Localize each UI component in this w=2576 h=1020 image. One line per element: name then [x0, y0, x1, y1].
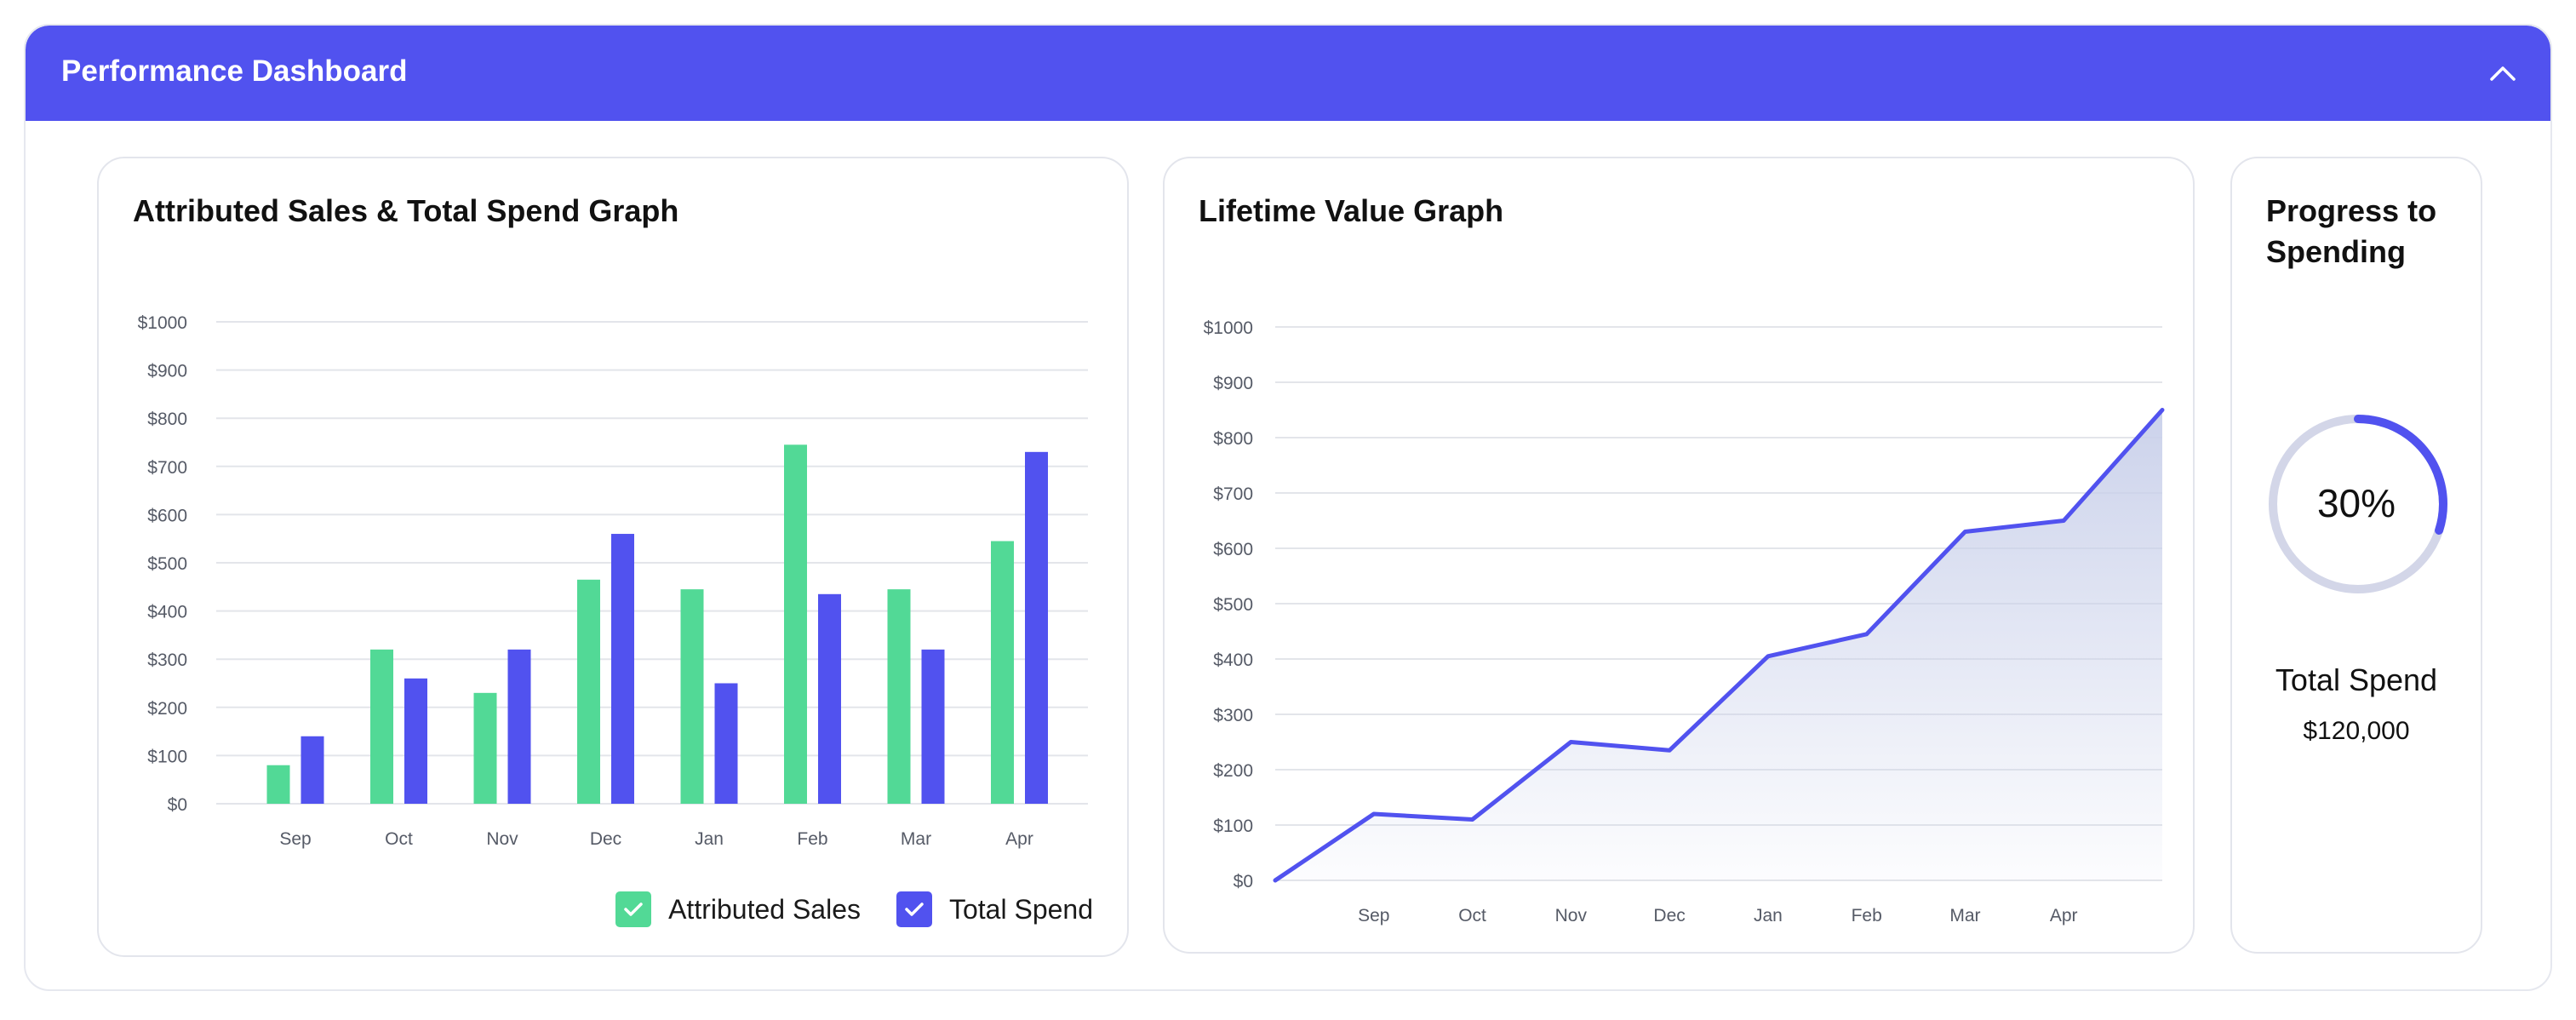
progress-card: Progress to Spending 30% Total Spend $12… — [2230, 157, 2482, 954]
y-tick-label: $1000 — [138, 313, 187, 333]
x-tick-label: Nov — [1555, 906, 1588, 925]
x-tick-label: Jan — [695, 829, 724, 849]
legend-swatch-attributed-sales — [615, 891, 652, 927]
y-tick-label: $600 — [147, 506, 187, 525]
legend-label-attributed-sales: Attributed Sales — [668, 893, 861, 925]
check-icon — [624, 903, 643, 916]
bar-total-spend — [818, 593, 841, 804]
bar-attributed-sales — [680, 589, 704, 804]
y-tick-label: $400 — [147, 603, 187, 622]
bar-attributed-sales — [784, 444, 807, 804]
y-tick-label: $300 — [1213, 706, 1253, 725]
bar-attributed-sales — [991, 541, 1014, 804]
bar-attributed-sales — [266, 765, 290, 804]
x-tick-label: Feb — [797, 829, 827, 849]
x-tick-label: Apr — [1005, 829, 1033, 849]
x-tick-label: Jan — [1754, 906, 1783, 925]
progress-title-line2: Spending — [2266, 234, 2406, 269]
y-tick-label: $200 — [147, 699, 187, 719]
lifetime-value-line — [1273, 408, 2165, 883]
total-spend-label: Total Spend — [2275, 662, 2438, 697]
area-fill — [1275, 410, 2162, 880]
line-chart-card: Lifetime Value Graph $0 $100 $200 $300 $400 $… — [1163, 157, 2195, 954]
x-tick-label: Dec — [590, 829, 621, 849]
y-tick-label: $200 — [1213, 761, 1253, 781]
legend-label-total-spend: Total Spend — [948, 893, 1093, 925]
total-spend-value: $120,000 — [2303, 717, 2410, 745]
y-tick-label: $500 — [147, 554, 187, 574]
progress-ring-fill — [2269, 415, 2447, 593]
bar-chart-title: Attributed Sales & Total Spend Graph — [133, 193, 679, 228]
y-tick-label: $500 — [1213, 595, 1253, 615]
chevron-up-icon — [2490, 66, 2516, 81]
y-tick-label: $900 — [1213, 374, 1253, 393]
y-tick-label: $700 — [147, 458, 187, 478]
x-tick-label: Oct — [385, 829, 413, 849]
progress-title: Progress to Spending — [2266, 191, 2436, 272]
panel-title: Performance Dashboard — [61, 54, 408, 88]
bar-total-spend — [714, 683, 738, 804]
collapse-button[interactable] — [2481, 51, 2525, 95]
line-chart: $0 $100 $200 $300 $400 $500 $600 $700 $800 $900 $1… — [1204, 318, 2165, 925]
y-tick-label: $400 — [1213, 650, 1253, 670]
y-tick-label: $800 — [1213, 429, 1253, 449]
y-tick-label: $100 — [1213, 817, 1253, 836]
x-tick-label: Feb — [1852, 906, 1882, 925]
panel-header: Performance Dashboard — [26, 26, 2550, 121]
y-tick-label: $900 — [147, 362, 187, 381]
legend-swatch-total-spend — [896, 891, 932, 927]
bar-attributed-sales — [473, 692, 497, 804]
line-chart-title: Lifetime Value Graph — [1199, 193, 1504, 228]
x-tick-label: Oct — [1458, 906, 1486, 925]
check-icon — [905, 903, 924, 916]
legend-item-total-spend[interactable]: Total Spend — [896, 891, 1093, 927]
y-tick-label: $800 — [147, 410, 187, 429]
progress-title-line1: Progress to — [2266, 193, 2437, 228]
bar-chart: $0 $100 $200 $300 $400 $500 $600 $700 $800 $900 $1… — [138, 313, 1088, 849]
bar-attributed-sales — [887, 589, 911, 804]
bar-total-spend — [404, 678, 427, 804]
bar-total-spend — [301, 736, 324, 804]
bar-attributed-sales — [370, 649, 393, 804]
y-tick-label: $600 — [1213, 540, 1253, 559]
y-tick-label: $300 — [147, 650, 187, 670]
y-tick-label: $0 — [168, 795, 187, 815]
bar-total-spend — [507, 649, 531, 804]
x-tick-label: Sep — [279, 829, 311, 849]
x-tick-label: Dec — [1653, 906, 1685, 925]
x-tick-label: Apr — [2050, 906, 2078, 925]
progress-percent: 30% — [2316, 481, 2396, 525]
y-tick-label: $700 — [1213, 484, 1253, 504]
bar-total-spend — [1025, 451, 1048, 804]
bar-chart-card: Attributed Sales & Total Spend Graph $0 $… — [97, 157, 1129, 957]
x-tick-label: Mar — [1949, 906, 1980, 925]
y-tick-label: $0 — [1234, 872, 1253, 891]
bar-total-spend — [611, 534, 634, 804]
bar-attributed-sales — [577, 579, 600, 804]
bar-total-spend — [921, 649, 945, 804]
performance-dashboard-panel: Performance Dashboard Attributed Sales &… — [24, 24, 2552, 991]
progress-ring — [2269, 415, 2447, 593]
x-tick-label: Mar — [901, 829, 931, 849]
y-tick-label: $100 — [147, 747, 187, 766]
x-tick-label: Nov — [486, 829, 518, 849]
bar-chart-legend: Attributed Sales Total Spend — [615, 891, 1093, 927]
x-tick-label: Sep — [1358, 906, 1389, 925]
legend-item-attributed-sales[interactable]: Attributed Sales — [615, 891, 878, 927]
y-tick-label: $1000 — [1204, 318, 1253, 338]
